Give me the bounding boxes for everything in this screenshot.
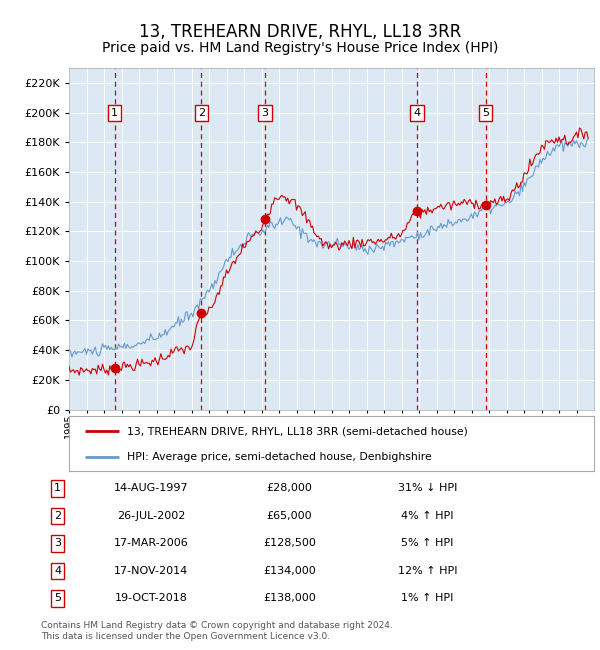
Text: £28,000: £28,000: [266, 484, 313, 493]
Text: Contains HM Land Registry data © Crown copyright and database right 2024.
This d: Contains HM Land Registry data © Crown c…: [41, 621, 393, 641]
Text: £138,000: £138,000: [263, 593, 316, 603]
Text: Price paid vs. HM Land Registry's House Price Index (HPI): Price paid vs. HM Land Registry's House …: [102, 41, 498, 55]
Text: 2: 2: [54, 511, 61, 521]
Text: 1: 1: [111, 108, 118, 118]
Text: 26-JUL-2002: 26-JUL-2002: [117, 511, 185, 521]
Text: 4: 4: [54, 566, 61, 576]
Text: 14-AUG-1997: 14-AUG-1997: [114, 484, 189, 493]
Text: 31% ↓ HPI: 31% ↓ HPI: [398, 484, 457, 493]
Text: HPI: Average price, semi-detached house, Denbighshire: HPI: Average price, semi-detached house,…: [127, 452, 431, 462]
Text: 4: 4: [413, 108, 421, 118]
Text: 17-MAR-2006: 17-MAR-2006: [114, 538, 189, 549]
Text: 3: 3: [54, 538, 61, 549]
Text: 5: 5: [482, 108, 489, 118]
Text: 12% ↑ HPI: 12% ↑ HPI: [398, 566, 457, 576]
Text: 13, TREHEARN DRIVE, RHYL, LL18 3RR: 13, TREHEARN DRIVE, RHYL, LL18 3RR: [139, 23, 461, 41]
Text: 3: 3: [262, 108, 269, 118]
Text: 13, TREHEARN DRIVE, RHYL, LL18 3RR (semi-detached house): 13, TREHEARN DRIVE, RHYL, LL18 3RR (semi…: [127, 426, 467, 436]
Text: 1% ↑ HPI: 1% ↑ HPI: [401, 593, 454, 603]
Text: 1: 1: [54, 484, 61, 493]
Text: 2: 2: [198, 108, 205, 118]
Text: 19-OCT-2018: 19-OCT-2018: [115, 593, 188, 603]
Text: 4% ↑ HPI: 4% ↑ HPI: [401, 511, 454, 521]
Text: 5: 5: [54, 593, 61, 603]
Text: 5% ↑ HPI: 5% ↑ HPI: [401, 538, 454, 549]
Text: £65,000: £65,000: [266, 511, 312, 521]
Text: £128,500: £128,500: [263, 538, 316, 549]
Text: 17-NOV-2014: 17-NOV-2014: [115, 566, 188, 576]
Text: £134,000: £134,000: [263, 566, 316, 576]
